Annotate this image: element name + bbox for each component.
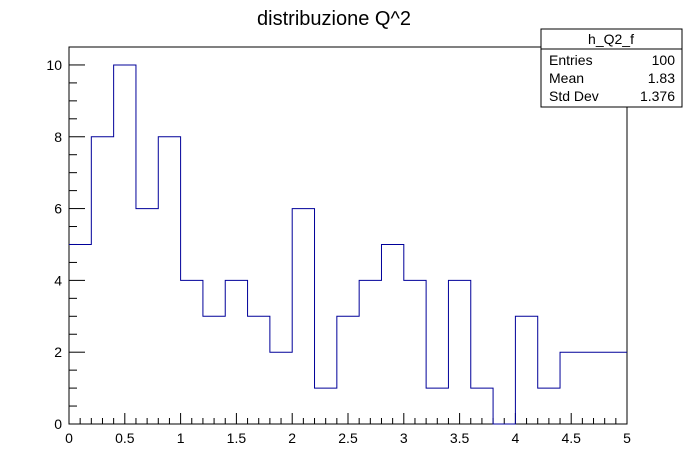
histogram-bin xyxy=(404,280,426,424)
stats-stddev-label: Std Dev xyxy=(549,88,599,104)
histogram-bins xyxy=(69,65,627,424)
chart-title: distribuzione Q^2 xyxy=(257,8,411,30)
y-tick-label: 8 xyxy=(54,129,62,145)
histogram-bin xyxy=(515,316,537,424)
histogram-bin xyxy=(337,316,359,424)
histogram-bin xyxy=(158,137,180,424)
x-tick-label: 1.5 xyxy=(227,430,247,446)
histogram-bin xyxy=(114,65,136,424)
x-tick-label: 4.5 xyxy=(561,430,581,446)
y-tick-label: 6 xyxy=(54,201,62,217)
y-tick-label: 4 xyxy=(54,272,62,288)
histogram-bin xyxy=(359,280,381,424)
x-tick-label: 3 xyxy=(400,430,408,446)
y-axis-tick-labels: 0 2 4 6 8 10 xyxy=(46,57,62,432)
histogram-line xyxy=(69,64,627,425)
stats-entries-value: 100 xyxy=(652,52,676,68)
x-tick-label: 4 xyxy=(512,430,520,446)
histogram-bin xyxy=(292,209,314,424)
stats-entries-label: Entries xyxy=(549,52,593,68)
x-tick-label: 0 xyxy=(65,430,73,446)
stats-box: h_Q2_f Entries 100 Mean 1.83 Std Dev 1.3… xyxy=(540,28,683,108)
x-tick-label: 3.5 xyxy=(450,430,470,446)
histogram-bin xyxy=(91,137,113,424)
histogram-bin xyxy=(136,209,158,424)
x-tick-label: 2 xyxy=(288,430,296,446)
histogram-bin xyxy=(381,244,403,424)
x-tick-label: 1 xyxy=(177,430,185,446)
x-tick-label: 5 xyxy=(623,430,631,446)
y-tick-label: 10 xyxy=(46,57,62,73)
histogram-bin xyxy=(203,316,225,424)
x-tick-label: 2.5 xyxy=(338,430,358,446)
axis-ticks xyxy=(68,64,628,425)
histogram-bin xyxy=(605,352,627,424)
stats-histogram-name: h_Q2_f xyxy=(588,31,634,47)
stats-stddev-value: 1.376 xyxy=(640,88,675,104)
histogram-bin xyxy=(181,280,203,424)
histogram-bin xyxy=(248,316,270,424)
histogram-bin xyxy=(448,280,470,424)
stats-box-frame xyxy=(540,28,683,108)
histogram-bin xyxy=(225,280,247,424)
y-tick-label: 0 xyxy=(54,416,62,432)
stats-mean-value: 1.83 xyxy=(648,70,675,86)
x-tick-label: 0.5 xyxy=(115,430,135,446)
x-axis-tick-labels: 0 0.5 1 1.5 2 2.5 3 3.5 4 4.5 5 xyxy=(65,430,631,446)
stats-mean-label: Mean xyxy=(549,70,584,86)
y-tick-label: 2 xyxy=(54,344,62,360)
histogram-bin xyxy=(582,352,604,424)
histogram-bin xyxy=(270,352,292,424)
